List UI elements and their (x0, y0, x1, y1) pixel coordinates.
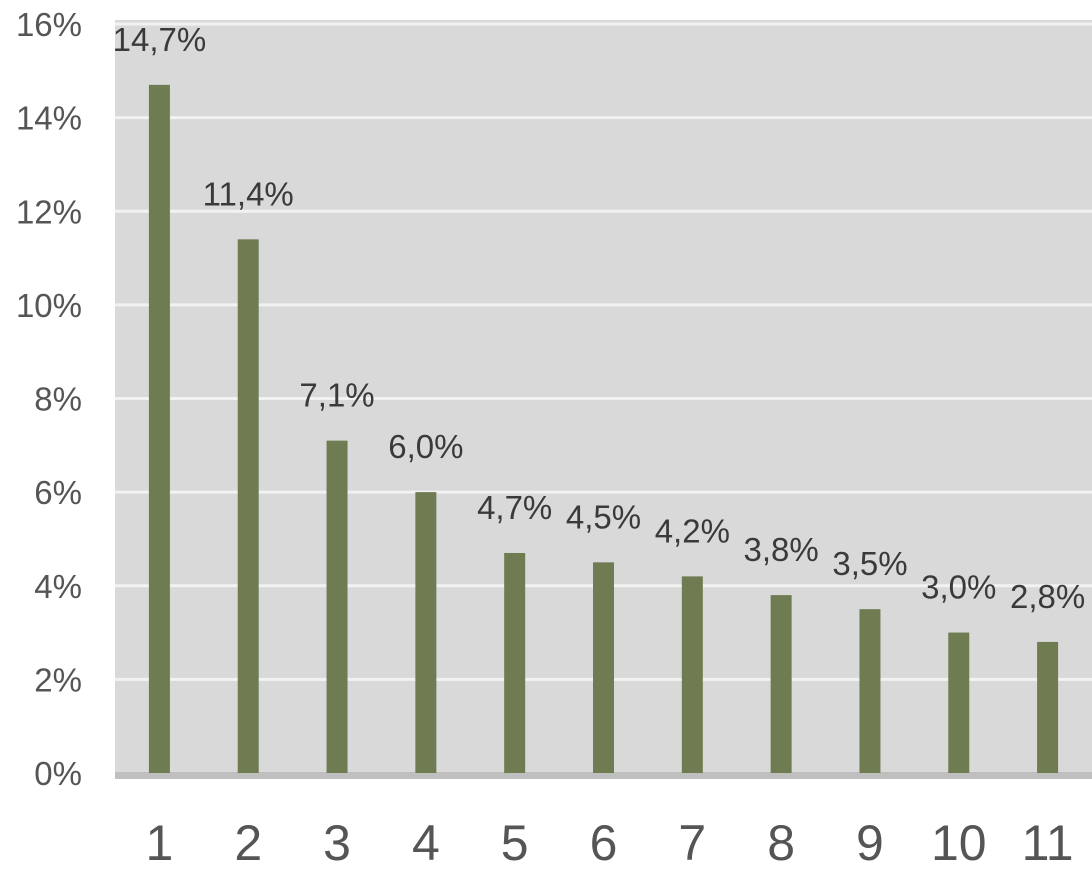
data-label: 3,0% (921, 569, 996, 606)
x-tick-label: 3 (323, 815, 351, 871)
data-label: 3,8% (744, 531, 819, 568)
y-tick-label: 0% (34, 755, 82, 792)
bar (326, 440, 348, 773)
y-tick-label: 4% (34, 568, 82, 605)
data-label: 14,7% (113, 21, 207, 58)
x-tick-label: 7 (678, 815, 706, 871)
bar (859, 609, 881, 773)
x-tick-label: 9 (856, 815, 884, 871)
bar (237, 239, 259, 773)
data-label: 6,0% (388, 428, 463, 465)
y-tick-label: 10% (16, 287, 82, 324)
bar (148, 84, 170, 773)
data-label: 4,2% (655, 512, 730, 549)
x-tick-label: 4 (412, 815, 440, 871)
bar (593, 562, 614, 773)
x-tick-label: 2 (234, 815, 262, 871)
x-axis-baseline (115, 772, 1092, 779)
bar (415, 492, 437, 773)
x-tick-label: 10 (931, 815, 987, 871)
y-tick-label: 6% (34, 474, 82, 511)
data-label: 4,7% (477, 489, 552, 526)
x-tick-label: 1 (146, 815, 174, 871)
x-tick-label: 6 (590, 815, 618, 871)
data-label: 7,1% (299, 377, 374, 414)
y-tick-label: 8% (34, 381, 82, 418)
data-label: 11,4% (203, 175, 294, 212)
bar (504, 552, 526, 773)
y-tick-label: 14% (16, 100, 82, 137)
x-tick-label: 5 (501, 815, 529, 871)
y-tick-label: 16% (16, 6, 82, 43)
y-tick-label: 12% (16, 193, 82, 230)
data-label: 3,5% (832, 545, 907, 582)
bar (1037, 641, 1059, 773)
bar (770, 595, 792, 773)
x-tick-label: 8 (767, 815, 795, 871)
data-label: 4,5% (566, 498, 641, 535)
x-tick-label: 11 (1022, 815, 1074, 871)
bar (681, 576, 703, 773)
bar (948, 632, 970, 773)
y-tick-label: 2% (34, 661, 82, 698)
data-label: 2,8% (1010, 578, 1085, 615)
